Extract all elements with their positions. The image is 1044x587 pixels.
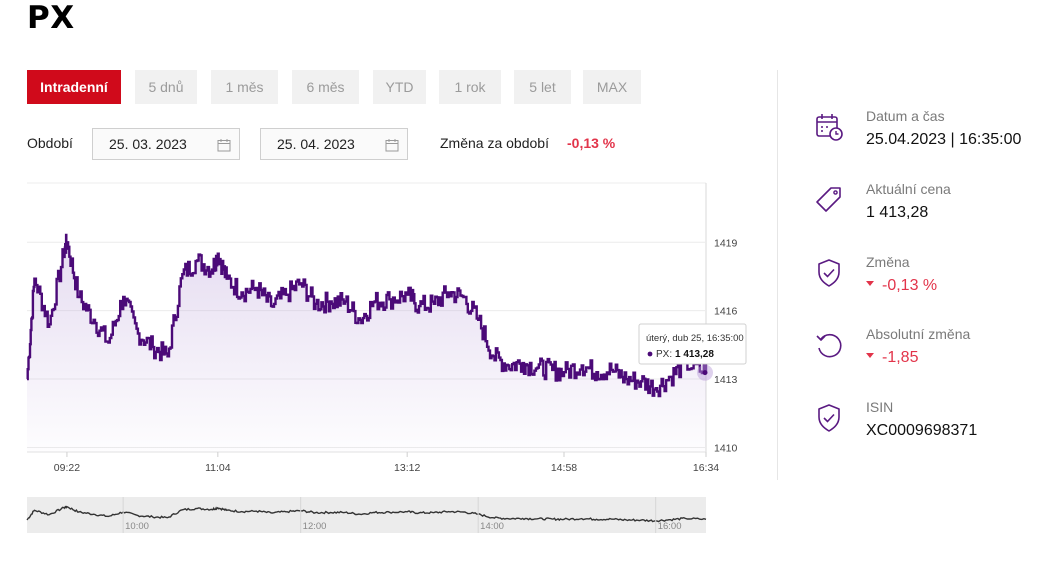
x-tick-label: 13:12 (394, 462, 420, 474)
x-tick-label: 14:58 (551, 462, 577, 474)
info-abs-change: Absolutní změna -1,85 (812, 326, 1042, 388)
divider (777, 70, 778, 480)
price-value: 1 413,28 (866, 204, 929, 221)
datetime-label: Datum a čas (866, 108, 945, 124)
period-change-value: -0,13 % (567, 135, 616, 151)
calendar-icon[interactable] (385, 138, 399, 152)
x-tick-label: 09:22 (54, 462, 80, 474)
refresh-icon (816, 333, 842, 358)
x-tick-label: 16:34 (693, 462, 719, 474)
tab-5-days[interactable]: 5 dnů (135, 70, 197, 104)
tooltip-series: PX: (656, 349, 672, 360)
y-tick-label: 1416 (714, 306, 738, 318)
navigator-tick-label: 10:00 (125, 521, 149, 532)
navigator-tick-label: 14:00 (480, 521, 504, 532)
change-value: -0,13 % (882, 277, 938, 294)
change-value-row: -0,13 % (866, 277, 937, 295)
last-point-marker[interactable] (702, 370, 708, 376)
period-label: Období (27, 135, 73, 151)
isin-label: ISIN (866, 399, 894, 415)
chart-tooltip: úterý, dub 25, 16:35:00 PX: 1 413,28 (638, 323, 747, 365)
info-price: Aktuální cena 1 413,28 (812, 181, 1042, 243)
x-tick-label: 11:04 (205, 462, 231, 474)
date-from-field[interactable]: 25. 03. 2023 (92, 128, 240, 160)
y-tick-label: 1419 (714, 237, 738, 249)
navigator-tick-label: 12:00 (303, 521, 327, 532)
tab-max[interactable]: MAX (583, 70, 641, 104)
down-triangle-icon (866, 281, 874, 287)
change-label: Změna (866, 254, 910, 270)
navigator-tick-label: 16:00 (658, 521, 682, 532)
period-change-label: Změna za období (440, 135, 549, 151)
tab-ytd[interactable]: YTD (373, 70, 426, 104)
calendar-clock-icon (816, 114, 843, 141)
tab-intraday[interactable]: Intradenní (27, 70, 121, 104)
tab-1-year[interactable]: 1 rok (439, 70, 501, 104)
tooltip-date: úterý, dub 25, 16:35:00 (646, 333, 744, 344)
info-isin: ISIN XC0009698371 (812, 399, 1042, 461)
isin-value: XC0009698371 (866, 422, 978, 439)
tab-5-years[interactable]: 5 let (514, 70, 571, 104)
tab-6-months[interactable]: 6 měs (292, 70, 359, 104)
price-tag-icon (816, 187, 841, 212)
shield-check-icon (818, 404, 840, 432)
abs-change-value: -1,85 (882, 349, 919, 366)
navigator[interactable]: 10:00 12:00 14:00 16:00 (26, 497, 707, 533)
page-title: PX (27, 0, 75, 36)
price-chart[interactable]: 1410 1413 1416 1419 09:22 11:04 13:12 14:58 16:… (0, 175, 760, 535)
down-triangle-icon (866, 353, 874, 359)
shield-check-icon (818, 259, 840, 287)
date-from-value: 25. 03. 2023 (109, 136, 187, 152)
price-label: Aktuální cena (866, 181, 951, 197)
info-change: Změna -0,13 % (812, 254, 1042, 316)
price-line (26, 233, 708, 398)
date-to-value: 25. 04. 2023 (277, 136, 355, 152)
price-area (27, 235, 706, 452)
y-tick-label: 1413 (714, 374, 738, 386)
abs-change-label: Absolutní změna (866, 326, 971, 342)
info-datetime: Datum a čas 25.04.2023 | 16:35:00 (812, 108, 1042, 170)
tab-1-month[interactable]: 1 měs (211, 70, 278, 104)
tooltip-value: 1 413,28 (675, 349, 714, 360)
y-tick-label: 1410 (714, 442, 738, 454)
datetime-value: 25.04.2023 | 16:35:00 (866, 131, 1022, 148)
date-to-field[interactable]: 25. 04. 2023 (260, 128, 408, 160)
calendar-icon[interactable] (217, 138, 231, 152)
abs-change-value-row: -1,85 (866, 349, 918, 367)
